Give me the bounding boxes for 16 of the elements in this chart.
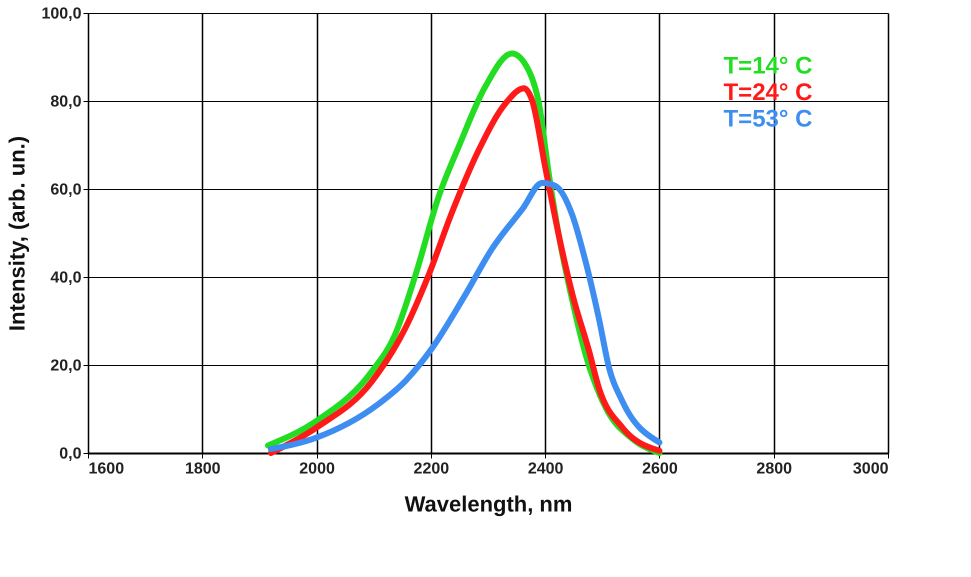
y-tick-label: 0,0 xyxy=(59,446,82,462)
x-tick-label: 3000 xyxy=(852,460,889,478)
x-axis-title: Wavelength, nm xyxy=(404,492,572,516)
x-tick-label: 1600 xyxy=(88,460,124,478)
x-tick-label: 2000 xyxy=(299,460,335,478)
y-tick-label: 100,0 xyxy=(41,6,82,22)
x-tick-label: 1800 xyxy=(184,460,221,478)
x-tick-label: 2200 xyxy=(414,460,450,478)
y-tick-label: 80,0 xyxy=(50,94,82,110)
x-tick-label: 2600 xyxy=(642,460,678,478)
y-tick-label: 60,0 xyxy=(50,182,82,198)
x-tick-label: 2800 xyxy=(756,460,792,478)
y-tick-label: 40,0 xyxy=(50,270,82,286)
y-axis-title: Intensity, (arb. un.) xyxy=(4,136,30,332)
y-tick-label: 20,0 xyxy=(50,358,82,374)
x-tick-label: 2400 xyxy=(528,460,564,478)
